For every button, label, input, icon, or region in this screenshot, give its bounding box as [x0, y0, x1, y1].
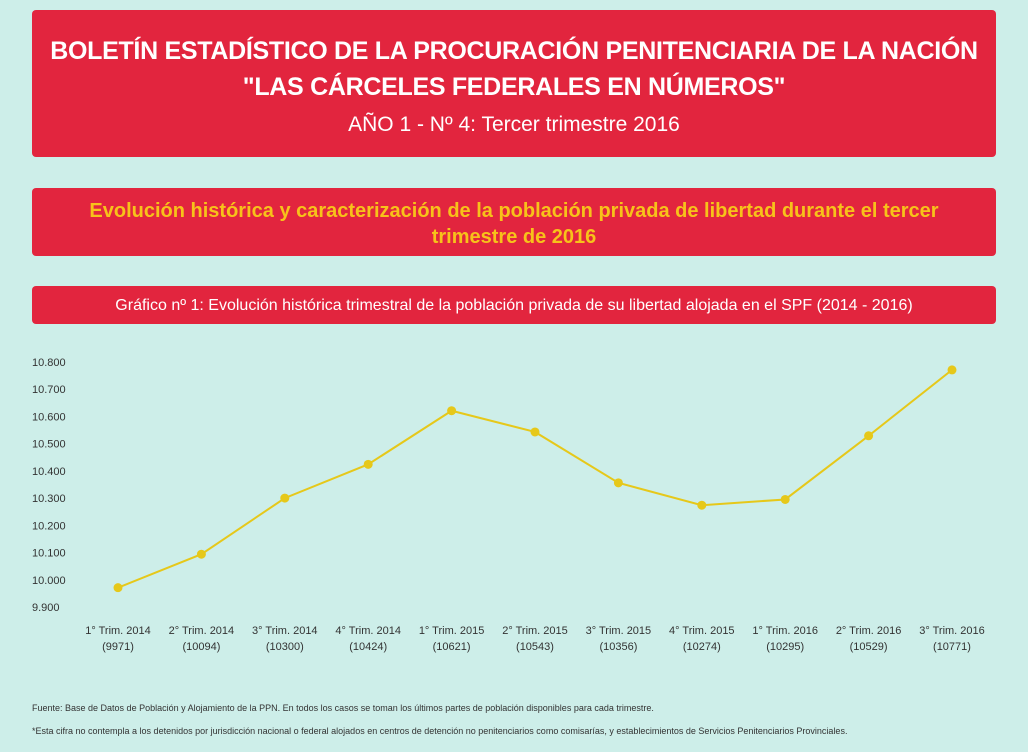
y-tick-label: 10.200 — [32, 520, 66, 532]
y-tick-label: 10.600 — [32, 411, 66, 423]
data-point — [864, 431, 874, 441]
x-tick-value-label: (10356) — [599, 641, 637, 653]
series-line — [117, 369, 953, 589]
x-tick-label: 3° Trim. 2016 — [919, 625, 985, 637]
x-tick-value-label: (10529) — [850, 641, 888, 653]
y-tick-label: 10.300 — [32, 493, 66, 505]
data-point — [363, 459, 373, 469]
y-tick-label: 10.000 — [32, 575, 66, 587]
x-tick-label: 2° Trim. 2016 — [836, 625, 902, 637]
x-tick-value-label: (10094) — [182, 641, 220, 653]
section-title: Evolución histórica y caracterización de… — [89, 200, 939, 248]
y-tick-label: 9.900 — [32, 602, 60, 614]
x-tick-label: 2° Trim. 2015 — [502, 625, 568, 637]
data-point — [447, 406, 457, 416]
x-tick-label: 4° Trim. 2014 — [335, 625, 401, 637]
x-tick-value-label: (9971) — [102, 641, 134, 653]
x-tick-label: 1° Trim. 2016 — [752, 625, 818, 637]
data-point — [113, 583, 123, 593]
y-tick-label: 10.500 — [32, 439, 66, 451]
x-tick-label: 3° Trim. 2014 — [252, 625, 318, 637]
header-subtitle: AÑO 1 - Nº 4: Tercer trimestre 2016 — [348, 113, 680, 136]
x-tick-value-label: (10621) — [433, 641, 471, 653]
data-point — [697, 500, 707, 510]
header-title-line1: BOLETÍN ESTADÍSTICO DE LA PROCURACIÓN PE… — [50, 37, 978, 65]
y-tick-label: 10.800 — [32, 357, 66, 369]
y-tick-label: 10.100 — [32, 548, 66, 560]
chart-title: Gráfico nº 1: Evolución histórica trimes… — [115, 297, 913, 314]
data-point — [530, 427, 540, 437]
y-axis: 9.900 10.000 10.100 10.200 10.300 10.400 10.50… — [32, 357, 66, 614]
x-tick-label: 4° Trim. 2015 — [669, 625, 735, 637]
y-tick-label: 10.400 — [32, 466, 66, 478]
data-point — [613, 478, 623, 488]
data-point — [280, 493, 290, 503]
x-tick-label: 1° Trim. 2015 — [419, 625, 485, 637]
series-layer — [113, 365, 957, 593]
x-tick-label: 2° Trim. 2014 — [169, 625, 235, 637]
x-tick-value-label: (10295) — [766, 641, 804, 653]
line-chart: 9.900 10.000 10.100 10.200 10.300 10.400 10.50… — [32, 357, 985, 653]
data-point — [780, 494, 790, 504]
data-point — [947, 365, 957, 375]
x-tick-value-label: (10771) — [933, 641, 971, 653]
y-tick-label: 10.700 — [32, 384, 66, 396]
x-tick-value-label: (10300) — [266, 641, 304, 653]
x-tick-value-label: (10543) — [516, 641, 554, 653]
x-tick-value-label: (10274) — [683, 641, 721, 653]
header-banner: BOLETÍN ESTADÍSTICO DE LA PROCURACIÓN PE… — [32, 10, 996, 157]
x-axis: 1° Trim. 2014 (9971) 2° Trim. 2014 (10094) 3… — [85, 625, 985, 653]
asterisk-footnote: *Esta cifra no contempla a los detenidos… — [32, 726, 848, 736]
source-footnote: Fuente: Base de Datos de Población y Alo… — [32, 703, 654, 713]
chart-title-banner: Gráfico nº 1: Evolución histórica trimes… — [32, 286, 996, 324]
data-point — [196, 549, 206, 559]
x-tick-label: 1° Trim. 2014 — [85, 625, 151, 637]
x-tick-value-label: (10424) — [349, 641, 387, 653]
header-title-line2: "LAS CÁRCELES FEDERALES EN NÚMEROS" — [242, 73, 786, 101]
section-banner: Evolución histórica y caracterización de… — [32, 188, 996, 256]
x-tick-label: 3° Trim. 2015 — [586, 625, 652, 637]
